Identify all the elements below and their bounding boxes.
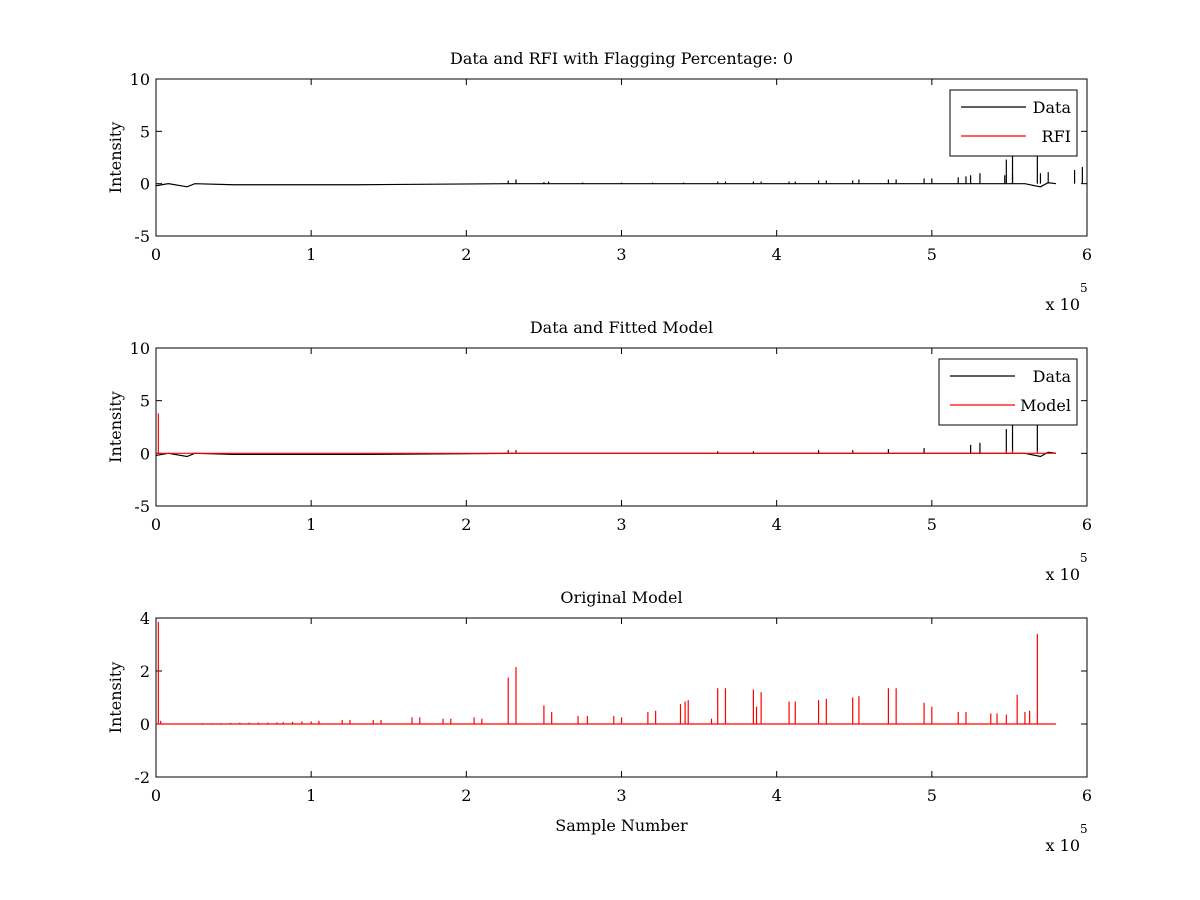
x-tick-label: 6 (1082, 245, 1092, 264)
x-tick-label: 4 (772, 515, 782, 534)
y-tick-label: 5 (140, 392, 150, 411)
x-tick-label: 5 (927, 786, 937, 805)
y-tick-label: 10 (130, 339, 150, 358)
plot-frame (155, 78, 1088, 237)
x-tick-label: 5 (927, 515, 937, 534)
series-baseline (155, 181, 1057, 188)
x-tick-label: 0 (151, 786, 161, 805)
legend: Data Model (938, 358, 1078, 426)
legend-entry: Data (1033, 367, 1072, 386)
y-axis-label: Intensity (106, 662, 125, 734)
x-tick-label: 3 (616, 786, 626, 805)
series-model-line (156, 621, 1056, 725)
x-tick-label: 1 (306, 515, 316, 534)
x-tick-label: 2 (461, 245, 471, 264)
chart-title: Data and RFI with Flagging Percentage: 0 (450, 49, 793, 68)
y-tick-label: 4 (140, 609, 150, 628)
x-tick-label: 3 (616, 245, 626, 264)
y-axis-label: Intensity (106, 122, 125, 194)
x-multiplier-base: x 10 (1046, 295, 1080, 314)
y-tick-label: 10 (130, 70, 150, 89)
series-baseline (155, 451, 1057, 458)
y-tick-label: -2 (134, 768, 150, 787)
y-axis-label: Intensity (106, 391, 125, 463)
chart-title: Data and Fitted Model (530, 318, 713, 337)
series-model (156, 413, 1056, 454)
x-tick-label: 2 (461, 786, 471, 805)
x-tick-label: 5 (927, 245, 937, 264)
legend-box (949, 89, 1078, 157)
y-tick-label: 5 (140, 122, 150, 141)
y-tick-label: -5 (134, 227, 150, 246)
x-multiplier-exponent: 5 (1080, 281, 1088, 295)
y-tick-label: -5 (134, 497, 150, 516)
legend-entry: RFI (1042, 127, 1071, 146)
x-multiplier-base: x 10 (1046, 836, 1080, 855)
plot-frame (155, 617, 1088, 778)
x-tick-label: 3 (616, 515, 626, 534)
x-tick-label: 4 (772, 245, 782, 264)
y-tick-label: 2 (140, 662, 150, 681)
chart-title: Original Model (560, 588, 682, 607)
x-tick-label: 6 (1082, 786, 1092, 805)
x-multiplier-base: x 10 (1046, 565, 1080, 584)
x-tick-label: 0 (151, 245, 161, 264)
x-tick-label: 0 (151, 515, 161, 534)
x-tick-label: 1 (306, 245, 316, 264)
x-multiplier-exponent: 5 (1080, 551, 1088, 565)
legend: Data RFI (949, 89, 1078, 157)
x-tick-label: 4 (772, 786, 782, 805)
y-tick-label: 0 (140, 444, 150, 463)
x-tick-label: 6 (1082, 515, 1092, 534)
y-tick-label: 0 (140, 715, 150, 734)
x-multiplier-exponent: 5 (1080, 822, 1088, 836)
x-tick-label: 1 (306, 786, 316, 805)
y-tick-label: 0 (140, 175, 150, 194)
legend-entry: Model (1020, 396, 1071, 415)
chart-1: Data and RFI with Flagging Percentage: 0… (106, 49, 1092, 314)
legend-entry: Data (1033, 98, 1072, 117)
x-axis-label: Sample Number (555, 816, 688, 835)
legend-box (938, 358, 1078, 426)
x-tick-label: 2 (461, 515, 471, 534)
plot-frame (155, 347, 1088, 507)
